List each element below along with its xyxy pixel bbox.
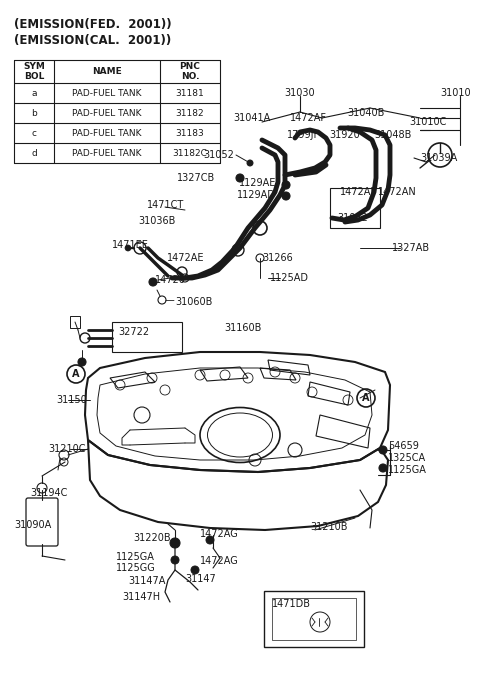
Text: b: b xyxy=(31,109,37,118)
Text: d: d xyxy=(31,148,37,157)
Circle shape xyxy=(149,278,157,286)
Text: 1327AB: 1327AB xyxy=(392,243,430,253)
Bar xyxy=(264,591,364,647)
Text: 31039A: 31039A xyxy=(420,153,457,163)
Circle shape xyxy=(379,464,387,472)
Text: 31010C: 31010C xyxy=(409,117,447,127)
Text: c: c xyxy=(32,129,36,137)
Circle shape xyxy=(282,192,290,200)
Text: 1471EE: 1471EE xyxy=(112,240,149,250)
Bar xyxy=(112,322,182,352)
Text: 1471CT: 1471CT xyxy=(147,200,184,210)
Text: 31210C: 31210C xyxy=(48,444,85,454)
Text: 32722: 32722 xyxy=(118,327,149,337)
Text: 31042: 31042 xyxy=(337,213,368,223)
Text: 1471DB: 1471DB xyxy=(272,599,311,609)
Text: 31181: 31181 xyxy=(176,88,204,98)
Text: 1472AG: 1472AG xyxy=(200,529,239,539)
Text: (EMISSION(FED.  2001)): (EMISSION(FED. 2001)) xyxy=(14,18,172,31)
Text: 31220B: 31220B xyxy=(133,533,170,543)
Bar xyxy=(272,598,356,640)
Text: 1472AG: 1472AG xyxy=(200,556,239,566)
Text: —: — xyxy=(165,295,175,305)
Text: 1472AF: 1472AF xyxy=(289,113,326,123)
Circle shape xyxy=(171,556,179,564)
Circle shape xyxy=(191,566,199,574)
Circle shape xyxy=(125,245,131,251)
Text: 31010: 31010 xyxy=(441,88,471,98)
Text: a: a xyxy=(31,88,37,98)
Bar xyxy=(330,188,380,228)
Circle shape xyxy=(78,358,86,366)
Circle shape xyxy=(236,174,244,182)
Text: 1472AN: 1472AN xyxy=(378,187,417,197)
Text: (EMISSION(CAL.  2001)): (EMISSION(CAL. 2001)) xyxy=(14,34,171,47)
Text: PAD-FUEL TANK: PAD-FUEL TANK xyxy=(72,109,142,118)
Text: SYM
BOL: SYM BOL xyxy=(23,62,45,81)
Text: A: A xyxy=(72,369,80,379)
Text: 1327CB: 1327CB xyxy=(177,173,215,183)
Text: 31182C: 31182C xyxy=(173,148,207,157)
Text: 31266: 31266 xyxy=(262,253,293,263)
Text: 1325CA: 1325CA xyxy=(388,453,426,463)
Text: 31147A: 31147A xyxy=(128,576,166,586)
Text: 14720: 14720 xyxy=(155,275,186,285)
Text: 31160B: 31160B xyxy=(224,323,262,333)
Text: 31150: 31150 xyxy=(56,395,87,405)
Text: 31920: 31920 xyxy=(330,130,360,140)
Circle shape xyxy=(379,446,387,454)
Text: 31147: 31147 xyxy=(185,574,216,584)
Text: NAME: NAME xyxy=(92,67,122,76)
Text: 54659: 54659 xyxy=(388,441,419,451)
Text: 31090A: 31090A xyxy=(14,520,51,530)
Circle shape xyxy=(170,538,180,548)
Text: 1125GA: 1125GA xyxy=(116,552,155,562)
Text: 31041A: 31041A xyxy=(233,113,271,123)
Text: 1472AF: 1472AF xyxy=(340,187,377,197)
Text: 1799JF: 1799JF xyxy=(288,130,321,140)
Text: 31040B: 31040B xyxy=(348,108,384,118)
Text: 1125AD: 1125AD xyxy=(270,273,309,283)
Text: A: A xyxy=(362,393,370,403)
Circle shape xyxy=(206,536,214,544)
Text: 1472AE: 1472AE xyxy=(167,253,204,263)
Text: 31147H: 31147H xyxy=(122,592,160,602)
Circle shape xyxy=(282,181,290,189)
Text: 31210B: 31210B xyxy=(310,522,348,532)
Text: 31183: 31183 xyxy=(176,129,204,137)
Text: 1129AD: 1129AD xyxy=(237,190,276,200)
Text: PAD-FUEL TANK: PAD-FUEL TANK xyxy=(72,148,142,157)
Text: 31052: 31052 xyxy=(203,150,234,160)
Text: 31194C: 31194C xyxy=(30,488,67,498)
Text: 31182: 31182 xyxy=(176,109,204,118)
Circle shape xyxy=(247,160,253,166)
Text: 1125GA: 1125GA xyxy=(388,465,427,475)
Text: 1129AE: 1129AE xyxy=(239,178,276,188)
Text: PNC
NO.: PNC NO. xyxy=(180,62,201,81)
Text: PAD-FUEL TANK: PAD-FUEL TANK xyxy=(72,88,142,98)
Text: 31030: 31030 xyxy=(285,88,315,98)
Text: PAD-FUEL TANK: PAD-FUEL TANK xyxy=(72,129,142,137)
Bar xyxy=(70,316,80,328)
Text: 1125GG: 1125GG xyxy=(116,563,156,573)
Text: 31048B: 31048B xyxy=(374,130,412,140)
Text: 31036B: 31036B xyxy=(138,216,175,226)
Text: 31060B: 31060B xyxy=(175,297,212,307)
